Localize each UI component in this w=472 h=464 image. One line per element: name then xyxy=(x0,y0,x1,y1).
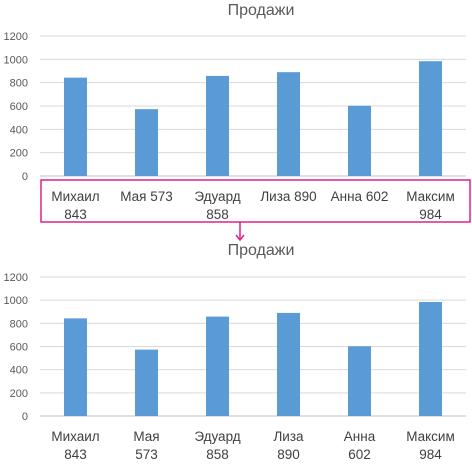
chart-title: Продажи xyxy=(228,2,295,19)
y-axis-tick-labels: 0 200 400 600 800 1000 1200 xyxy=(4,31,28,183)
y-tick-label: 600 xyxy=(10,101,28,113)
category-label: Мая xyxy=(133,429,159,444)
gridlines xyxy=(40,276,466,417)
category-labels-highlight-box xyxy=(40,179,471,223)
bar xyxy=(64,77,87,176)
y-tick-label: 400 xyxy=(10,124,28,136)
bars xyxy=(64,61,442,177)
gridlines xyxy=(40,35,466,177)
category-label: Мая 573 xyxy=(120,189,173,204)
bar xyxy=(206,316,229,416)
category-label: Анна 602 xyxy=(331,189,389,204)
bar xyxy=(348,346,371,416)
y-tick-label: 1200 xyxy=(4,31,28,43)
y-tick-label: 1000 xyxy=(4,54,28,66)
category-label: Лиза 890 xyxy=(260,189,316,204)
category-label: 858 xyxy=(206,447,229,462)
category-label: Михаил xyxy=(51,189,99,204)
y-tick-label: 1200 xyxy=(4,272,28,284)
category-label: 984 xyxy=(419,447,442,462)
bar xyxy=(135,349,158,416)
bar xyxy=(277,312,300,416)
category-label: Михаил xyxy=(51,429,99,444)
category-label: 843 xyxy=(64,207,87,222)
y-tick-label: 800 xyxy=(10,78,28,90)
x-axis-category-labels: Михаил 843 Мая 573 Эдуард 858 Лиза 890 Анна 60… xyxy=(51,189,454,222)
bar xyxy=(348,105,371,176)
bar xyxy=(206,75,229,176)
category-label: 843 xyxy=(64,447,87,462)
y-tick-label: 0 xyxy=(22,411,28,423)
bar xyxy=(64,318,87,416)
y-tick-label: 0 xyxy=(22,171,28,183)
category-label: Эдуард xyxy=(194,429,240,444)
y-tick-label: 200 xyxy=(10,148,28,160)
category-label: 602 xyxy=(348,447,371,462)
x-axis-category-labels: Михаил 843 Мая 573 Эдуард 858 Лиза 890 Анна 602 Ма… xyxy=(51,429,454,462)
category-label: Лиза xyxy=(273,429,304,444)
category-label: 858 xyxy=(206,207,229,222)
category-label: Анна xyxy=(344,429,376,444)
bar xyxy=(419,302,442,416)
y-axis-tick-labels: 0 200 400 600 800 1000 1200 xyxy=(4,272,28,423)
y-tick-label: 200 xyxy=(10,388,28,400)
category-label: 984 xyxy=(419,207,442,222)
y-tick-label: 1000 xyxy=(4,295,28,307)
bar xyxy=(277,72,300,176)
y-tick-label: 400 xyxy=(10,365,28,377)
bar xyxy=(135,109,158,176)
category-label: 573 xyxy=(135,447,158,462)
category-label: 890 xyxy=(277,447,300,462)
bars xyxy=(64,302,442,416)
arrow-down-icon xyxy=(235,234,245,242)
category-label: Максим xyxy=(406,429,455,444)
category-label: Эдуард xyxy=(194,189,240,204)
bar xyxy=(419,61,442,177)
chart-title: Продажи xyxy=(228,242,295,259)
category-label: Максим xyxy=(406,189,455,204)
y-tick-label: 600 xyxy=(10,342,28,354)
y-tick-label: 800 xyxy=(10,318,28,330)
